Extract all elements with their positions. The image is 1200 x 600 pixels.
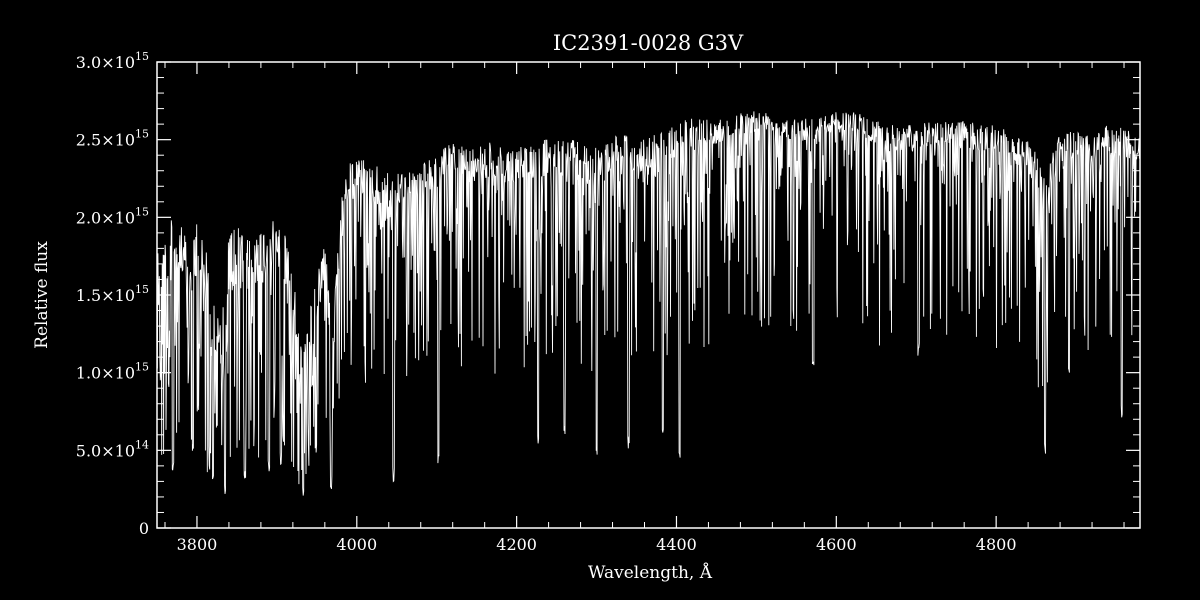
x-axis-title: Wavelength, Å: [588, 562, 713, 583]
y-tick-label: 1.0×1015: [76, 361, 149, 383]
y-tick-exponent: 15: [135, 128, 149, 141]
y-tick-label: 0: [139, 519, 149, 538]
y-tick-label: 3.0×1015: [76, 50, 149, 72]
y-tick-label: 5.0×1014: [76, 438, 149, 460]
x-tick-label: 3800: [177, 535, 218, 554]
y-axis-title: Relative flux: [32, 241, 52, 349]
x-axis: 3800 4000 4200 4400 4600 4800: [164, 62, 1125, 554]
x-tick-label: 4200: [496, 535, 537, 554]
y-tick-exponent: 14: [135, 438, 149, 451]
x-tick-label: 4400: [656, 535, 697, 554]
spectrum-line: [156, 111, 1141, 496]
y-tick-exponent: 15: [135, 283, 149, 296]
x-tick-label: 4800: [976, 535, 1017, 554]
y-tick-label: 1.5×1015: [76, 283, 149, 305]
y-tick-exponent: 15: [135, 50, 149, 63]
chart-title: IC2391-0028 G3V: [553, 31, 744, 55]
y-tick-exponent: 15: [135, 361, 149, 374]
spectrum-series: [156, 111, 1141, 496]
y-axis: 0 5.0×1014 1.0×1015 1.5×1015 2.0×1015 2.5×101…: [76, 50, 1140, 538]
y-tick-label: 2.0×1015: [76, 205, 149, 227]
y-tick-label: 2.5×1015: [76, 128, 149, 150]
x-tick-label: 4600: [816, 535, 857, 554]
x-tick-label: 4000: [336, 535, 377, 554]
y-tick-exponent: 15: [135, 205, 149, 218]
